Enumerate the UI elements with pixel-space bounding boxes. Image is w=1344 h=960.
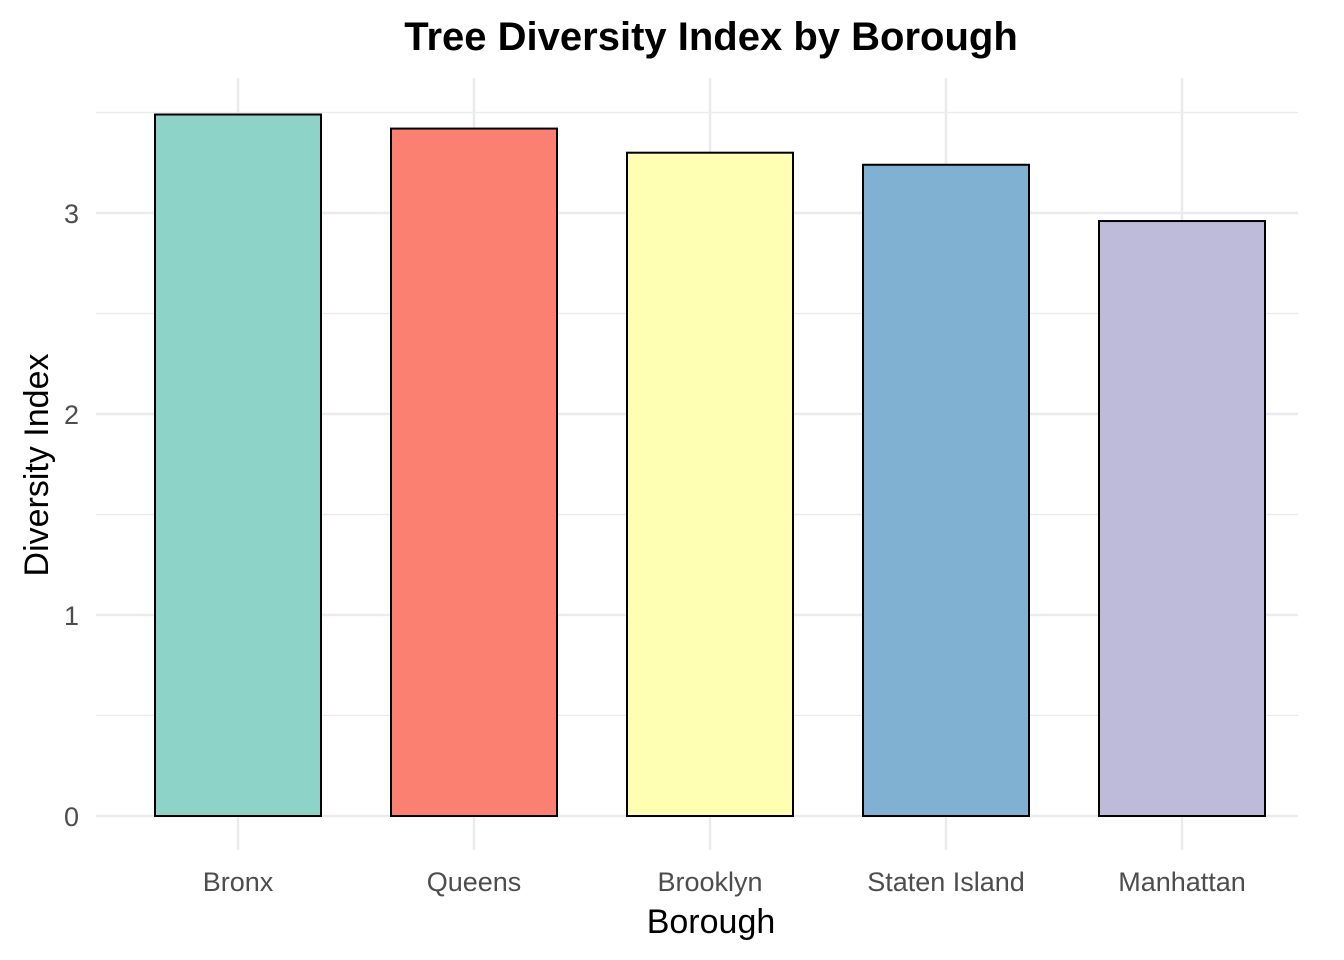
y-tick-label: 0 [64,802,79,832]
x-tick-label: Staten Island [867,867,1025,897]
x-tick-label: Bronx [203,867,274,897]
bar-brooklyn [626,151,794,817]
x-tick-label: Brooklyn [657,867,762,897]
x-tick-label: Manhattan [1118,867,1246,897]
bar-manhattan [1098,220,1266,818]
y-tick-label: 3 [64,199,79,229]
x-axis-tick-labels: Bronx Queens Brooklyn Staten Island Manhatta… [203,867,1246,897]
y-tick-label: 2 [64,400,79,430]
bar-queens [390,127,558,817]
bar-bronx [154,113,322,817]
bars [154,113,1266,818]
y-tick-label: 1 [64,601,79,631]
y-axis-tick-labels: 0 1 2 3 [64,199,79,832]
x-axis-title: Borough [647,903,776,941]
y-axis-title: Diversity Index [18,354,56,577]
x-tick-label: Queens [427,867,522,897]
chart-title: Tree Diversity Index by Borough [404,15,1018,59]
bar-staten-island [862,163,1030,817]
